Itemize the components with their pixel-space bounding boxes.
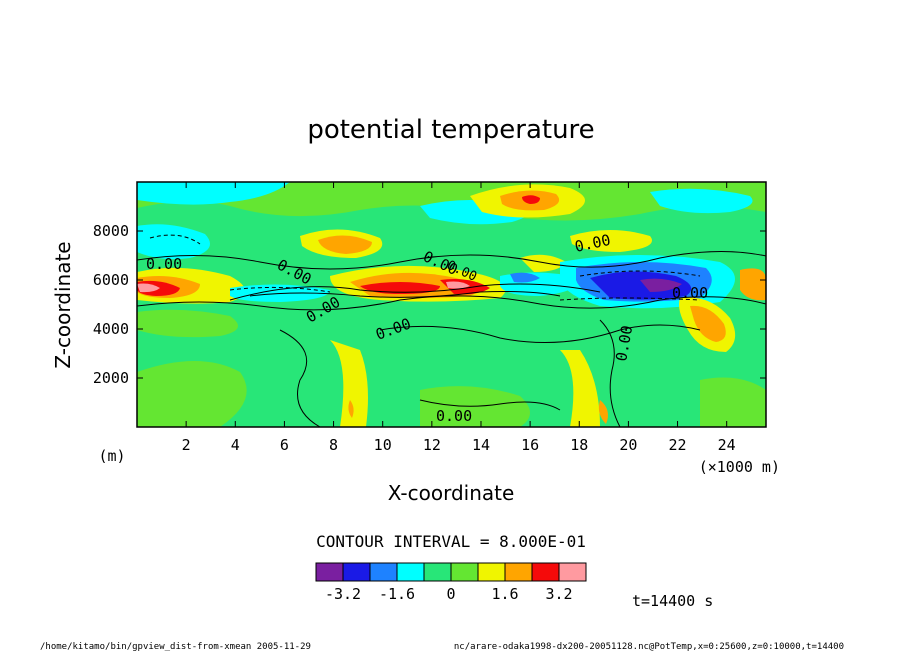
- field-blue-layer-center: [510, 272, 540, 283]
- field-yellow-small: [520, 254, 566, 272]
- field-orange-right-edge: [740, 268, 766, 301]
- x-tick-label: 20: [619, 436, 637, 454]
- contour-line-g: [419, 399, 561, 411]
- field-yellow-plume-a: [330, 340, 368, 427]
- field-pink-left-layer: [137, 283, 160, 293]
- contour-line-dashed-a: [559, 297, 701, 301]
- contour-line-d: [249, 291, 561, 298]
- y-tick-label: 4000: [93, 320, 129, 338]
- field-red-mid-layer: [360, 282, 440, 294]
- contour-label: 0.00: [146, 255, 182, 273]
- contour-line-f: [379, 324, 701, 343]
- field-green-bottom-right: [700, 377, 766, 427]
- x-tick-label: 4: [231, 436, 240, 454]
- field-orange-center: [318, 235, 372, 254]
- colorbar-tick-label: 0: [446, 585, 455, 603]
- x-unit-label: (×1000 m): [699, 458, 780, 476]
- field-cyan-right: [650, 188, 753, 214]
- colorbar-tick-labels: -3.2 -1.6 0 1.6 3.2: [325, 585, 573, 603]
- colorbar-swatch: [342, 562, 371, 582]
- colorbar-tick-label: -1.6: [379, 585, 415, 603]
- x-tick-label: 12: [423, 436, 441, 454]
- colorbar-swatch: [504, 562, 533, 582]
- field-orange-right-lower: [690, 305, 726, 342]
- field-pink-mid-layer: [446, 281, 470, 289]
- colorbar-swatch: [315, 562, 344, 582]
- x-tick-label: 18: [570, 436, 588, 454]
- x-tick-label: 10: [374, 436, 392, 454]
- field-red-top: [522, 195, 540, 204]
- contour-lines: [137, 234, 766, 427]
- contour-line-dashed-c: [229, 286, 331, 293]
- field-orange-plume-b: [598, 400, 608, 424]
- footer-right: nc/arare-odaka1998-dx200-20051128.nc@Pot…: [454, 642, 844, 652]
- y-tick-label: 2000: [93, 369, 129, 387]
- field-green-lower-left: [137, 309, 238, 338]
- field-cyan-left: [137, 224, 210, 260]
- y-tick-label: 8000: [93, 222, 129, 240]
- plot-frame: [136, 181, 767, 428]
- y-axis-title: Z-coordinate: [51, 241, 75, 368]
- field-orange-plume-a: [348, 400, 354, 418]
- time-label: t=14400 s: [632, 592, 713, 610]
- contour-label: 0.00: [672, 284, 708, 302]
- x-tick-label: 6: [280, 436, 289, 454]
- colorbar-swatch: [423, 562, 452, 582]
- colorbar-swatch: [477, 562, 506, 582]
- colorbar-swatch: [450, 562, 479, 582]
- colorbar-swatch: [558, 562, 587, 582]
- colorbar-tick-label: 1.6: [491, 585, 518, 603]
- contour-line-b: [137, 295, 766, 311]
- x-tick-label: 16: [521, 436, 539, 454]
- contour-label: 0.00: [436, 407, 472, 425]
- colorbar-tick-label: -3.2: [325, 585, 361, 603]
- y-unit-label: (m): [98, 447, 125, 465]
- y-tick-label: 6000: [93, 271, 129, 289]
- field-darkblue-layer-right: [590, 271, 692, 300]
- field-green-bottom-left: [137, 361, 247, 427]
- contour-field: [137, 182, 766, 427]
- field-cyan-topleft: [137, 182, 290, 205]
- colorbar-swatch: [369, 562, 398, 582]
- colorbar-swatch: [531, 562, 560, 582]
- y-axis: 2000 4000 6000 8000: [93, 222, 766, 387]
- contour-line-a: [137, 250, 766, 270]
- x-tick-label: 2: [182, 436, 191, 454]
- chart-title: potential temperature: [307, 115, 594, 145]
- footer-left: /home/kitamo/bin/gpview_dist-from-xmean …: [40, 642, 311, 652]
- colorbar: [315, 562, 587, 582]
- x-axis-title: X-coordinate: [388, 481, 515, 505]
- field-yellow-right: [570, 230, 652, 252]
- colorbar-tick-label: 3.2: [545, 585, 572, 603]
- x-tick-label: 24: [718, 436, 736, 454]
- contour-line-h: [599, 319, 621, 427]
- x-tick-label: 8: [329, 436, 338, 454]
- contour-line-dashed-b: [579, 270, 701, 277]
- field-yellow-plume-b: [560, 350, 600, 427]
- x-axis: 2 4 6 8 10 12 14 16 18 20 22 24: [182, 182, 736, 454]
- contour-label: 0.00: [612, 324, 636, 363]
- contour-line-e: [279, 329, 321, 427]
- x-tick-label: 14: [472, 436, 490, 454]
- contour-interval-label: CONTOUR INTERVAL = 8.000E-01: [316, 532, 586, 551]
- colorbar-swatch: [396, 562, 425, 582]
- field-purple-layer-right: [640, 278, 682, 292]
- x-tick-label: 22: [669, 436, 687, 454]
